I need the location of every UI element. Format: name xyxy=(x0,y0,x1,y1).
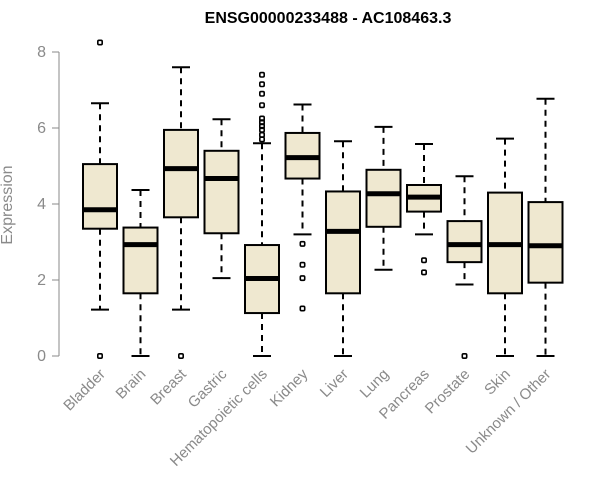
outlier-point xyxy=(258,71,265,78)
y-tick-label: 8 xyxy=(37,44,46,61)
outlier-point xyxy=(299,261,306,268)
x-tick-label: Kidney xyxy=(267,365,312,410)
y-tick-label: 0 xyxy=(37,348,46,365)
y-tick-label: 4 xyxy=(37,196,46,213)
outlier-point xyxy=(461,352,468,359)
boxes-group xyxy=(82,39,564,359)
outlier-point xyxy=(97,39,104,46)
x-tick-label: Prostate xyxy=(422,366,474,418)
outlier-point xyxy=(178,352,185,359)
outlier-point xyxy=(97,352,104,359)
outlier-point xyxy=(258,102,265,109)
outlier-point xyxy=(299,305,306,312)
iqr-box xyxy=(325,190,361,295)
outlier-point xyxy=(420,257,427,264)
x-tick-label: Liver xyxy=(317,366,352,401)
outlier-point xyxy=(258,131,265,138)
outlier-point xyxy=(258,81,265,88)
chart-title: ENSG00000233488 - AC108463.3 xyxy=(205,10,452,27)
x-tick-label: Brain xyxy=(113,366,150,403)
y-tick-label: 6 xyxy=(37,120,46,137)
iqr-box xyxy=(82,163,118,230)
outlier-point xyxy=(299,275,306,282)
y-tick-label: 2 xyxy=(37,272,46,289)
x-tick-label: Skin xyxy=(481,366,514,399)
outlier-point xyxy=(258,90,265,97)
iqr-box xyxy=(446,220,483,264)
outlier-point xyxy=(258,115,265,122)
y-axis: 0 2 4 6 8 xyxy=(37,44,60,365)
outlier-point xyxy=(258,136,265,143)
outlier-point xyxy=(420,269,427,276)
iqr-box xyxy=(163,128,199,219)
iqr-box xyxy=(122,226,159,295)
x-tick-label: Lung xyxy=(357,366,393,402)
y-axis-label: Expression xyxy=(0,165,16,244)
iqr-box xyxy=(203,149,240,235)
iqr-box xyxy=(365,168,402,228)
x-tick-label: Breast xyxy=(147,365,190,408)
outlier-point xyxy=(299,240,306,247)
iqr-box xyxy=(527,201,564,284)
x-tick-label: Bladder xyxy=(60,366,109,415)
